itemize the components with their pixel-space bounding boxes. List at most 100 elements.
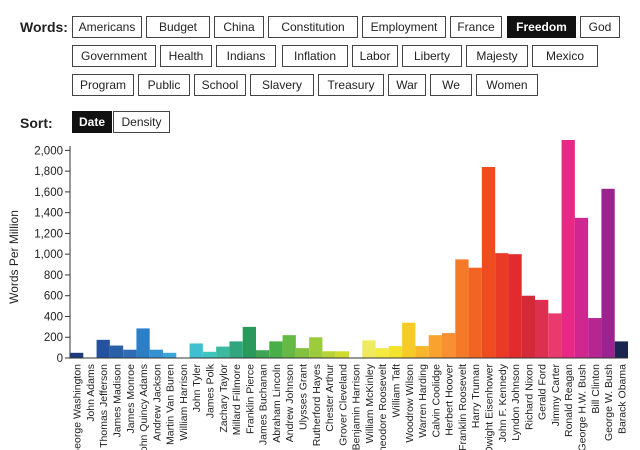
bar-woodrow-wilson[interactable] (402, 322, 416, 358)
word-button-health[interactable]: Health (160, 45, 212, 67)
word-button-labor[interactable]: Labor (352, 45, 398, 67)
x-tick-label: Franklin Roosevelt (457, 364, 469, 450)
word-button-liberty[interactable]: Liberty (402, 45, 462, 67)
bar-richard-nixon[interactable] (521, 295, 535, 358)
x-tick-label: Barack Obama (616, 364, 628, 434)
x-tick-label: William Taft (391, 364, 403, 418)
sort-button-density[interactable]: Density (113, 111, 170, 133)
x-tick-label: Grover Cleveland (337, 364, 349, 446)
bar-andrew-jackson[interactable] (149, 349, 163, 358)
bar-ulysses-grant[interactable] (295, 348, 310, 358)
word-button-god[interactable]: God (580, 16, 620, 38)
word-button-france[interactable]: France (450, 16, 502, 38)
x-tick-label: George W. Bush (603, 364, 615, 441)
x-tick-label: Gerald Ford (537, 364, 549, 420)
word-button-war[interactable]: War (388, 74, 426, 96)
bar-rutherford-hayes[interactable] (309, 337, 323, 358)
x-tick-label: Zachary Taylor (218, 364, 230, 433)
word-button-government[interactable]: Government (72, 45, 156, 67)
sort-button-date[interactable]: Date (72, 111, 112, 133)
x-tick-label: Ronald Reagan (563, 364, 575, 437)
word-button-indians[interactable]: Indians (216, 45, 276, 67)
bars-group (70, 140, 628, 358)
bar-franklin-pierce[interactable] (242, 326, 256, 358)
bar-harry-truman[interactable] (468, 267, 482, 358)
y-tick-label: 200 (44, 332, 63, 344)
word-button-school[interactable]: School (194, 74, 246, 96)
x-tick-label: Harry Truman (470, 364, 482, 428)
bar-franklin-roosevelt[interactable] (455, 259, 469, 358)
x-tick-label: James Monroe (125, 364, 137, 434)
bar-jimmy-carter[interactable] (548, 313, 562, 358)
x-tick-label: Dwight Eisenhower (484, 364, 496, 450)
word-button-freedom[interactable]: Freedom (507, 16, 576, 38)
x-tick-label: William McKinley (364, 363, 376, 443)
x-tick-label: Bill Clinton (590, 364, 602, 414)
bar-gerald-ford[interactable] (535, 299, 549, 358)
bar-theodore-roosevelt[interactable] (375, 348, 389, 358)
word-button-employment[interactable]: Employment (362, 16, 446, 38)
sort-label: Sort: (20, 115, 53, 131)
word-button-program[interactable]: Program (72, 74, 134, 96)
bar-zachary-taylor[interactable] (216, 346, 230, 358)
bar-george-washington[interactable] (70, 352, 84, 358)
x-tick-label: Theodore Roosevelt (377, 364, 389, 450)
bar-ronald-reagan[interactable] (561, 140, 575, 358)
word-button-budget[interactable]: Budget (146, 16, 210, 38)
bar-james-monroe[interactable] (123, 349, 137, 358)
x-tick-label: Andrew Jackson (151, 364, 163, 441)
word-button-constitution[interactable]: Constitution (268, 16, 358, 38)
bar-james-buchanan[interactable] (256, 350, 270, 358)
word-button-women[interactable]: Women (476, 74, 538, 96)
bar-martin-van-buren[interactable] (163, 352, 177, 358)
x-tick-label: Martin Van Buren (165, 364, 177, 445)
bar-abraham-lincoln[interactable] (269, 341, 283, 358)
y-axis: 0 200 400 600 800 1,000 1,200 1,400 1,600 1,800 2,… (34, 145, 71, 365)
bar-warren-harding[interactable] (415, 346, 429, 358)
bar-john-f-kennedy[interactable] (495, 253, 509, 358)
word-button-treasury[interactable]: Treasury (318, 74, 384, 96)
bar-bill-clinton[interactable] (588, 318, 602, 358)
word-button-we[interactable]: We (430, 74, 472, 96)
x-tick-label: George Washington (72, 364, 84, 450)
word-button-public[interactable]: Public (138, 74, 190, 96)
bar-john-quincy-adams[interactable] (136, 328, 150, 358)
y-tick-label: 800 (44, 270, 63, 282)
bar-chester-arthur[interactable] (322, 351, 336, 358)
bar-george-w-bush[interactable] (601, 188, 615, 358)
bar-william-taft[interactable] (388, 346, 403, 358)
bar-james-madison[interactable] (109, 345, 124, 358)
word-button-mexico[interactable]: Mexico (532, 45, 598, 67)
y-tick-label: 600 (44, 291, 63, 303)
word-button-americans[interactable]: Americans (72, 16, 142, 38)
bar-calvin-coolidge[interactable] (428, 335, 442, 358)
bar-george-h-w-bush[interactable] (574, 217, 589, 358)
y-tick-label: 1,600 (34, 187, 63, 199)
word-button-china[interactable]: China (214, 16, 264, 38)
bar-james-polk[interactable] (202, 351, 217, 358)
word-button-inflation[interactable]: Inflation (282, 45, 348, 67)
bar-thomas-jefferson[interactable] (96, 339, 110, 358)
x-tick-label: Woodrow Wilson (404, 364, 416, 443)
y-tick-label: 1,800 (34, 166, 63, 178)
x-tick-label: Thomas Jefferson (98, 364, 110, 448)
bar-lyndon-johnson[interactable] (508, 254, 522, 358)
bar-millard-fillmore[interactable] (229, 341, 243, 358)
x-tick-label: John Adams (85, 364, 97, 422)
y-tick-label: 1,400 (34, 208, 63, 220)
bar-dwight-eisenhower[interactable] (481, 166, 496, 358)
x-tick-label: James Madison (112, 364, 124, 438)
bar-john-tyler[interactable] (189, 343, 203, 358)
word-button-slavery[interactable]: Slavery (250, 74, 314, 96)
bar-grover-cleveland[interactable] (335, 351, 349, 358)
x-tick-label: James Polk (205, 363, 217, 418)
y-tick-label: 400 (44, 311, 63, 323)
x-tick-label: Lyndon Johnson (510, 364, 522, 441)
y-tick-label: 2,000 (34, 145, 63, 157)
bar-herbert-hoover[interactable] (442, 333, 456, 358)
word-button-majesty[interactable]: Majesty (466, 45, 528, 67)
bar-william-mckinley[interactable] (362, 340, 376, 358)
bar-andrew-johnson[interactable] (282, 335, 296, 358)
x-tick-label: George H.W. Bush (577, 364, 589, 450)
bar-barack-obama[interactable] (614, 341, 628, 358)
